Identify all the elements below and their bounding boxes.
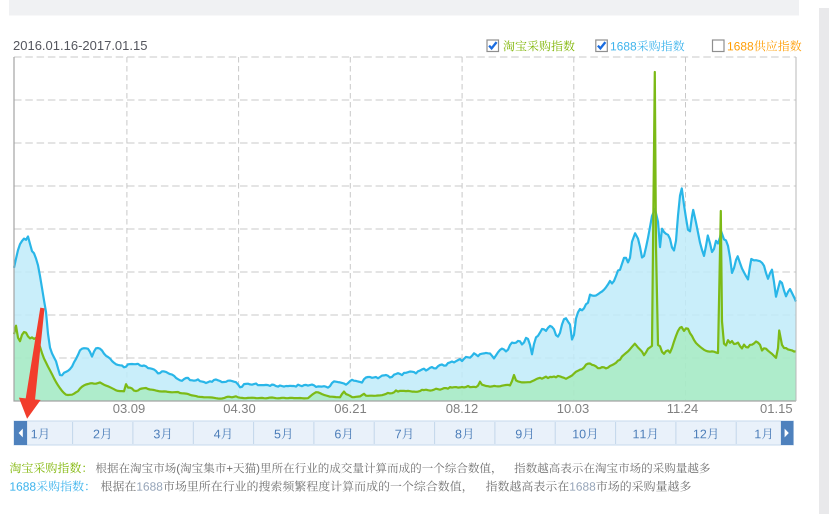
svg-text:10.03: 10.03	[557, 401, 590, 416]
svg-text:06.21: 06.21	[334, 401, 367, 416]
svg-text:04.30: 04.30	[223, 401, 256, 416]
svg-text:2016.01.16-2017.01.15: 2016.01.16-2017.01.15	[13, 38, 147, 53]
svg-text:03.09: 03.09	[113, 401, 146, 416]
svg-text:01.15: 01.15	[760, 401, 793, 416]
svg-text:11.24: 11.24	[667, 401, 699, 416]
svg-text:08.12: 08.12	[446, 401, 479, 416]
